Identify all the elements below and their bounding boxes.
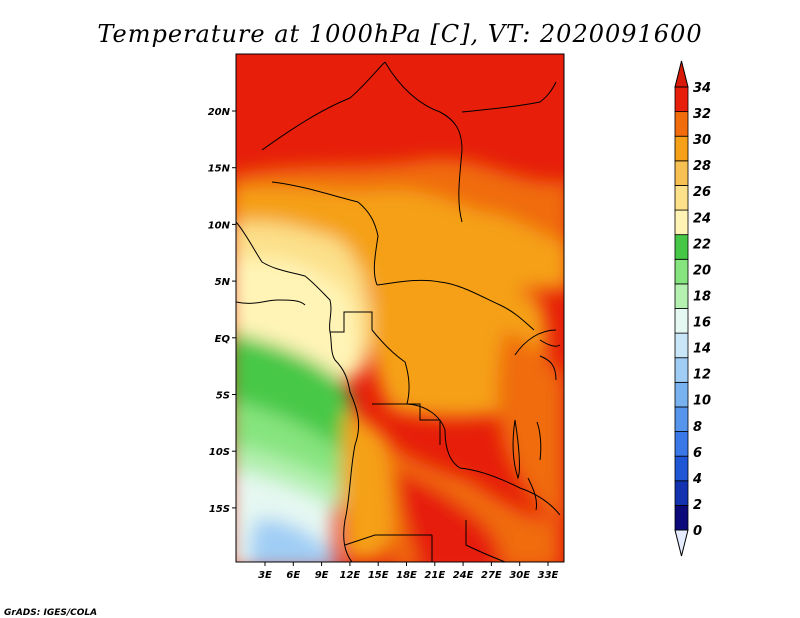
map-title: Temperature at 1000hPa [C], VT: 20200916… bbox=[97, 20, 702, 48]
colorbar-swatch bbox=[674, 308, 689, 334]
lon-tick-label: 27E bbox=[481, 570, 502, 581]
colorbar-level-label: 0 bbox=[693, 524, 702, 539]
map-frame bbox=[235, 53, 565, 563]
colorbar-level-label: 28 bbox=[693, 159, 711, 174]
colorbar-swatch bbox=[674, 455, 689, 482]
lat-tick-label: 15S bbox=[209, 504, 230, 515]
lon-tick-label: 18E bbox=[396, 570, 417, 581]
colorbar-swatch bbox=[674, 381, 689, 408]
lat-tick-label: 15N bbox=[208, 164, 231, 175]
lakes bbox=[512, 339, 561, 511]
colorbar-swatch bbox=[674, 111, 689, 137]
colorbar-under-triangle bbox=[674, 529, 689, 557]
colorbar-level-label: 4 bbox=[692, 472, 702, 487]
colorbar-over-triangle bbox=[674, 60, 689, 88]
colorbar-swatch bbox=[674, 86, 689, 113]
lat-tick-label: 5N bbox=[215, 277, 231, 288]
colorbar-swatch bbox=[674, 480, 689, 506]
colorbar-swatch bbox=[674, 283, 689, 309]
colorbar-level-label: 34 bbox=[693, 81, 711, 96]
country-boundaries bbox=[236, 61, 561, 562]
colorbar-level-label: 30 bbox=[693, 133, 711, 148]
lat-tick-label: 10N bbox=[208, 220, 231, 231]
colorbar-level-label: 6 bbox=[693, 446, 702, 461]
longitude-axis: 3E 6E 9E 12E 15E 18E 21E 24E 27E 30E 33E bbox=[258, 562, 559, 581]
colorbar-swatch bbox=[674, 135, 689, 162]
lat-tick-label: 10S bbox=[209, 447, 230, 458]
colorbar-swatch bbox=[674, 332, 689, 359]
colorbar-swatch bbox=[674, 406, 689, 432]
temperature-field bbox=[236, 54, 564, 562]
colorbar-swatch bbox=[674, 185, 689, 211]
colorbar-swatch bbox=[674, 160, 689, 186]
colorbar-swatch bbox=[674, 431, 689, 457]
colorbar-swatch bbox=[674, 209, 689, 236]
lon-tick-label: 30E bbox=[509, 570, 530, 581]
colorbar-swatch bbox=[674, 258, 689, 285]
map-panel bbox=[236, 54, 564, 562]
lon-tick-label: 33E bbox=[538, 570, 559, 581]
colorbar-level-label: 26 bbox=[693, 185, 711, 200]
colorbar-level-label: 18 bbox=[693, 289, 711, 304]
colorbar-swatch bbox=[674, 234, 689, 260]
colorbar-level-label: 16 bbox=[693, 316, 711, 331]
grads-credit: GrADS: IGES/COLA bbox=[4, 608, 97, 618]
lon-tick-label: 12E bbox=[340, 570, 361, 581]
lon-tick-label: 21E bbox=[424, 570, 445, 581]
lat-tick-label: 20N bbox=[208, 107, 231, 118]
lon-tick-label: 9E bbox=[315, 570, 329, 581]
colorbar-level-label: 24 bbox=[693, 211, 711, 226]
colorbar-swatch bbox=[674, 504, 689, 531]
colorbar-level-label: 12 bbox=[693, 368, 711, 383]
lat-tick-label: EQ bbox=[215, 334, 231, 345]
latitude-axis: 20N 15N 10N 5N EQ 5S 10S 15S bbox=[208, 107, 236, 515]
lat-tick-label: 5S bbox=[216, 391, 230, 402]
colorbar-level-label: 20 bbox=[693, 263, 711, 278]
colorbar-level-label: 8 bbox=[693, 420, 702, 435]
colorbar-swatch bbox=[674, 357, 689, 383]
colorbar-level-label: 14 bbox=[693, 342, 711, 357]
lon-tick-label: 3E bbox=[258, 570, 272, 581]
lon-tick-label: 6E bbox=[286, 570, 300, 581]
lon-tick-label: 15E bbox=[368, 570, 389, 581]
colorbar-level-label: 22 bbox=[693, 237, 711, 252]
colorbar-level-label: 10 bbox=[693, 394, 711, 409]
lon-tick-label: 24E bbox=[453, 570, 474, 581]
colorbar-level-label: 2 bbox=[693, 498, 702, 513]
colorbar-level-label: 32 bbox=[693, 107, 711, 122]
